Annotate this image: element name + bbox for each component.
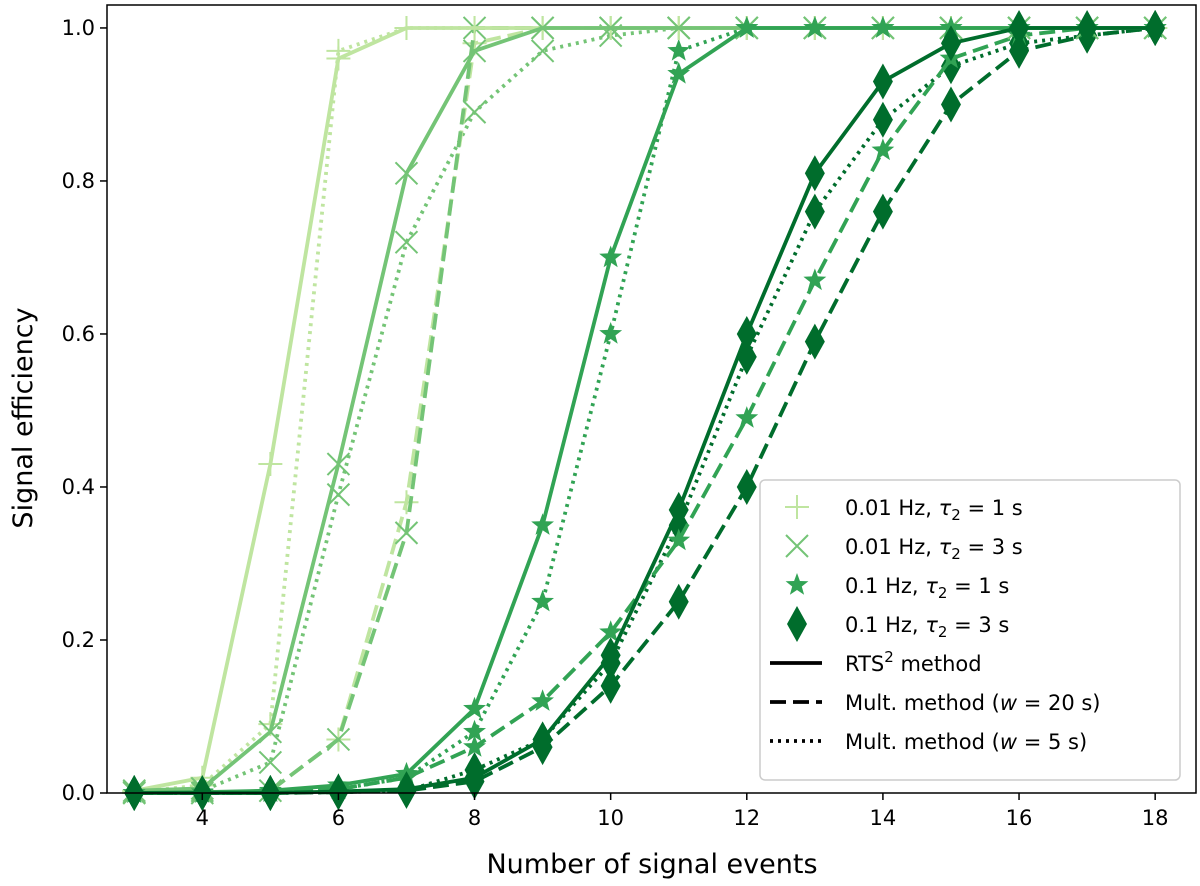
y-tick-label: 0.0 — [62, 781, 95, 805]
data-point — [394, 15, 419, 40]
legend-box — [759, 479, 1181, 781]
data-point — [940, 25, 961, 62]
data-point — [462, 100, 487, 124]
data-point — [735, 406, 759, 428]
data-point — [326, 727, 351, 752]
legend-marker-x — [785, 534, 809, 558]
legend-marker-plus — [785, 495, 809, 519]
data-point — [1145, 9, 1166, 46]
data-point — [1077, 9, 1098, 46]
y-tick-label: 0.2 — [62, 628, 95, 652]
data-point — [599, 322, 623, 344]
plot-frame — [106, 4, 1197, 794]
data-point — [394, 490, 419, 515]
x-tick-label: 6 — [332, 806, 345, 830]
data-point — [531, 589, 554, 612]
data-point — [872, 193, 893, 230]
data-point — [803, 268, 827, 291]
data-point — [598, 16, 623, 40]
data-point — [394, 521, 419, 545]
x-tick-label: 14 — [870, 806, 897, 830]
data-point — [600, 637, 621, 674]
data-point — [599, 620, 623, 642]
y-tick-label: 0.6 — [62, 322, 95, 346]
x-tick-label: 4 — [196, 806, 209, 830]
data-point — [667, 16, 691, 40]
data-point — [258, 720, 283, 744]
legend-label: Mult. method (w = 20 s) — [845, 691, 1101, 715]
y-axis-title: Signal efficiency — [8, 307, 39, 528]
y-tick-label: 0.8 — [62, 169, 95, 193]
y-tick-label: 1.0 — [62, 16, 95, 40]
data-point — [530, 39, 555, 63]
data-point — [463, 696, 486, 719]
x-tick-label: 16 — [1006, 806, 1033, 830]
y-tick-label: 0.4 — [62, 475, 95, 499]
data-point — [804, 155, 825, 192]
legend-marker-star — [785, 573, 809, 595]
axes-layer — [106, 4, 1197, 794]
legend-label: 0.1 Hz, τ2 = 1 s — [845, 574, 1009, 602]
legend-label: RTS2 method — [845, 648, 982, 676]
data-point — [667, 528, 691, 551]
data-point — [940, 86, 961, 123]
data-point — [396, 771, 417, 808]
legend-label: Mult. method (w = 5 s) — [845, 730, 1087, 754]
data-point — [804, 193, 825, 230]
x-tick-label: 12 — [733, 806, 760, 830]
data-point — [871, 16, 895, 38]
data-point — [599, 245, 623, 268]
data-point — [258, 452, 283, 477]
data-point — [394, 161, 419, 186]
legend-marker-diamond — [787, 606, 807, 642]
data-point — [667, 38, 691, 61]
data-point — [735, 16, 759, 38]
data-point — [531, 689, 554, 711]
data-point — [258, 750, 283, 775]
data-point — [667, 61, 691, 84]
x-tick-label: 8 — [468, 806, 481, 830]
ticks-layer: 4 6 8 10 12 14 16 18 0.0 0.2 0.4 0.6 0.8 1.0 — [62, 16, 1169, 830]
data-point — [326, 452, 351, 476]
legend-label: 0.01 Hz, τ2 = 3 s — [845, 535, 1023, 563]
data-point — [462, 15, 487, 40]
data-point — [462, 39, 487, 63]
data-point — [600, 667, 621, 704]
data-point — [803, 16, 827, 38]
legend-label: 0.01 Hz, τ2 = 1 s — [845, 496, 1023, 524]
data-point — [668, 491, 689, 528]
x-axis-title: Number of signal events — [486, 849, 817, 880]
legend: 0.01 Hz, τ2 = 1 s 0.01 Hz, τ2 = 3 s 0.1 Hz… — [759, 479, 1181, 781]
data-point — [1009, 9, 1030, 46]
data-point — [394, 230, 419, 254]
data-point — [872, 101, 893, 138]
data-point — [328, 773, 349, 810]
data-point — [326, 46, 351, 71]
data-point — [1009, 32, 1030, 69]
legend-label: 0.1 Hz, τ2 = 3 s — [845, 613, 1009, 641]
data-point — [530, 16, 555, 40]
data-point — [463, 735, 486, 757]
series-line — [134, 26, 1156, 795]
data-point — [736, 315, 757, 352]
data-point — [872, 63, 893, 100]
data-point — [668, 583, 689, 620]
data-point — [736, 468, 757, 505]
data-point — [804, 323, 825, 360]
data-point — [463, 719, 486, 742]
data-point — [532, 721, 553, 758]
data-point — [464, 759, 485, 796]
x-tick-label: 10 — [597, 806, 624, 830]
data-point — [871, 138, 895, 161]
x-tick-label: 18 — [1142, 806, 1169, 830]
data-point — [531, 513, 554, 535]
